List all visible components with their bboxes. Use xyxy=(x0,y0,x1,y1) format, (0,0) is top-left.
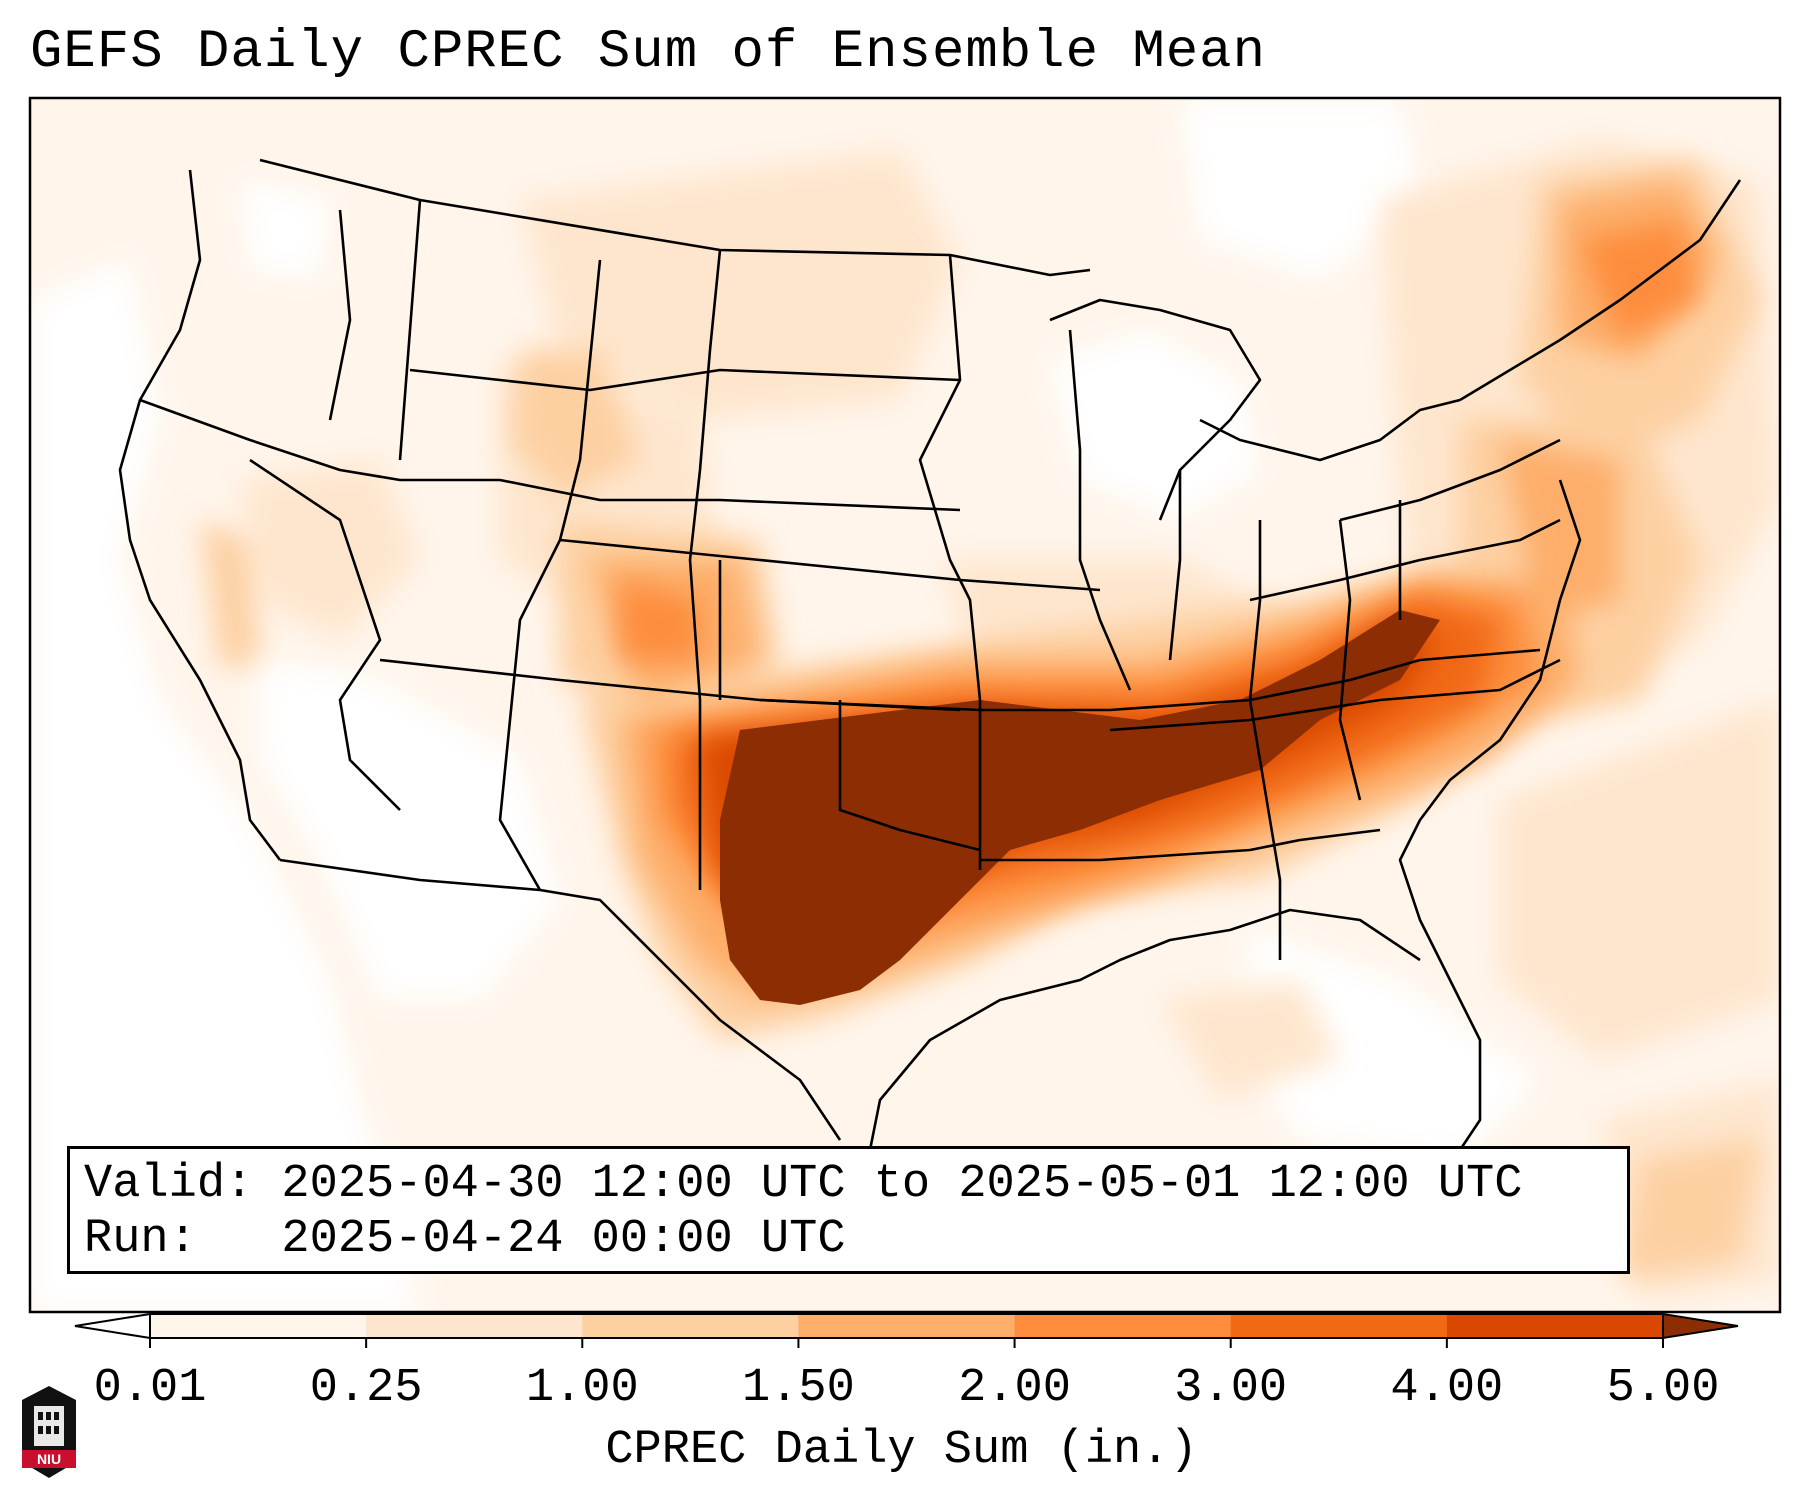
colorbar-tick-label: 4.00 xyxy=(1390,1362,1504,1415)
map-title: GEFS Daily CPREC Sum of Ensemble Mean xyxy=(30,22,1266,83)
colorbar-tick-label: 3.00 xyxy=(1174,1362,1288,1415)
colorbar-tick-label: 5.00 xyxy=(1606,1362,1720,1415)
colorbar-label: CPREC Daily Sum (in.) xyxy=(605,1424,1198,1477)
valid-time-text: Valid: 2025-04-30 12:00 UTC to 2025-05-0… xyxy=(84,1158,1523,1211)
precip-field xyxy=(30,98,1780,1312)
colorbar-segment xyxy=(1230,1314,1448,1338)
svg-text:NIU: NIU xyxy=(37,1451,61,1467)
valid-run-info-box: Valid: 2025-04-30 12:00 UTC to 2025-05-0… xyxy=(67,1146,1630,1274)
run-time-text: Run: 2025-04-24 00:00 UTC xyxy=(84,1213,846,1266)
colorbar-border xyxy=(149,1313,1664,1339)
colorbar xyxy=(74,1312,1739,1348)
colorbar-segment xyxy=(366,1314,583,1338)
colorbar-tick-label: 1.00 xyxy=(525,1362,639,1415)
map-frame xyxy=(28,96,1782,1314)
state-boundaries xyxy=(118,158,1742,1181)
colorbar-segment xyxy=(582,1314,799,1338)
colorbar-over-arrow xyxy=(1662,1312,1739,1340)
colorbar-tick-label: 0.25 xyxy=(309,1362,423,1415)
colorbar-tick-label: 0.01 xyxy=(93,1362,207,1415)
colorbar-under-arrow xyxy=(74,1312,151,1340)
colorbar-segment xyxy=(798,1314,1016,1338)
niu-logo-icon: NIU xyxy=(22,1386,76,1478)
colorbar-segment xyxy=(1014,1314,1232,1338)
colorbar-segment xyxy=(150,1314,367,1338)
colorbar-segment xyxy=(1446,1314,1664,1338)
colorbar-tick-label: 1.50 xyxy=(742,1362,855,1415)
colorbar-tick-label: 2.00 xyxy=(958,1362,1071,1415)
